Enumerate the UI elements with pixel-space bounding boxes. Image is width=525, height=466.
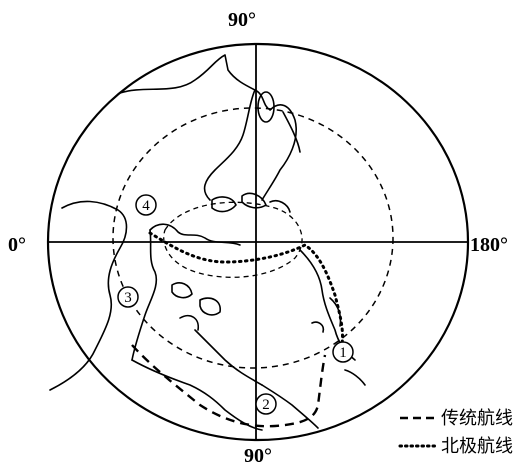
traditional-route — [131, 344, 327, 428]
marker-3: 3 — [117, 286, 139, 308]
lon-label-left: 0° — [8, 234, 26, 256]
lon-label-top: 90° — [228, 9, 256, 31]
svg-text:4: 4 — [142, 198, 150, 214]
legend-label-traditional: 传统航线 — [441, 408, 513, 429]
svg-text:1: 1 — [339, 345, 347, 361]
northern-route — [148, 231, 344, 354]
legend-item-traditional: 传统航线 — [400, 408, 513, 429]
marker-4: 4 — [135, 194, 157, 216]
latitude-circle — [112, 107, 394, 369]
legend-item-northern: 北极航线 — [398, 436, 513, 457]
legend-label-northern: 北极航线 — [441, 436, 513, 457]
marker-1: 1 — [332, 341, 354, 363]
inner-arctic-ring — [163, 201, 303, 278]
svg-text:3: 3 — [124, 290, 132, 306]
lon-label-right: 180° — [470, 234, 508, 256]
lon-label-bottom: 90° — [244, 445, 272, 466]
legend: 传统航线 北极航线 — [398, 408, 513, 457]
svg-text:2: 2 — [262, 397, 270, 413]
marker-2: 2 — [255, 393, 277, 415]
